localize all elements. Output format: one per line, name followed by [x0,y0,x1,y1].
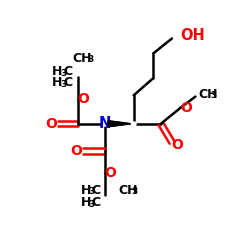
Text: O: O [172,138,183,152]
Text: CH: CH [72,52,92,65]
Text: H: H [80,196,91,209]
Text: C: C [63,65,72,78]
Text: 3: 3 [60,68,66,78]
Text: 3: 3 [60,80,66,89]
Text: CH: CH [198,88,218,101]
Text: C: C [92,196,101,209]
Text: 3: 3 [132,187,138,196]
Polygon shape [108,121,131,127]
Polygon shape [108,121,131,127]
Text: O: O [78,92,90,106]
Text: N: N [99,116,112,131]
Text: 3: 3 [88,200,95,209]
Text: O: O [70,144,82,158]
Text: O: O [180,101,192,115]
Text: OH: OH [181,28,206,44]
Text: H: H [52,65,62,78]
Text: CH: CH [119,184,138,196]
Text: O: O [46,117,57,131]
Text: 3: 3 [88,187,95,196]
Text: H: H [52,76,62,90]
Text: C: C [92,184,101,196]
Text: H: H [80,184,91,196]
Text: 3: 3 [88,56,94,64]
Text: O: O [105,166,117,180]
Text: 3: 3 [211,91,217,100]
Text: C: C [63,76,72,90]
